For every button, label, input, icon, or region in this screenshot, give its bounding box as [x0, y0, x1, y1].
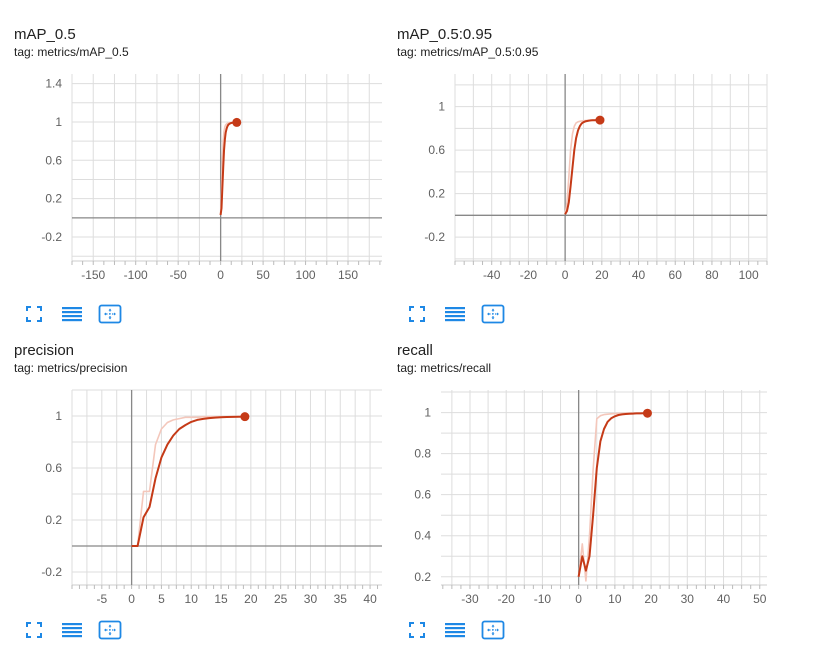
chart-card-map-0-5-0-95: mAP_0.5:0.95 tag: metrics/mAP_0.5:0.95 -… — [397, 26, 777, 326]
y-tick-label: 0.2 — [414, 570, 431, 584]
last-point-marker[interactable] — [595, 115, 605, 125]
x-tick-label: -5 — [96, 592, 107, 606]
smoothed-series-line — [131, 415, 245, 547]
chart-card-recall: recall tag: metrics/recall -30 -20 -10 0 10 2… — [397, 342, 777, 642]
y-tick-label: 0.2 — [45, 513, 62, 527]
y-tick-label: 0.6 — [428, 143, 445, 157]
chart-title: recall — [397, 342, 433, 359]
y-tick-label: -0.2 — [41, 230, 62, 244]
x-tick-label: 5 — [158, 592, 165, 606]
x-tick-label: 100 — [739, 268, 759, 282]
y-tick-label: 0.2 — [428, 187, 445, 201]
x-tick-label: 40 — [632, 268, 646, 282]
y-tick-label: -0.2 — [424, 230, 445, 244]
chart-toolbar — [22, 304, 122, 324]
grid-lines — [71, 74, 382, 261]
chart-tag: tag: metrics/precision — [14, 361, 128, 375]
x-tick-label: -40 — [483, 268, 501, 282]
y-tick-label: 1 — [438, 100, 445, 114]
fit-domain-icon[interactable] — [98, 304, 122, 324]
x-tick-label: -150 — [81, 268, 105, 282]
x-tick-label: -100 — [124, 268, 148, 282]
smoothed-series-line — [564, 119, 600, 215]
fit-domain-icon[interactable] — [481, 620, 505, 640]
raw-series-line — [564, 119, 600, 215]
y-tick-label: 0.6 — [414, 488, 431, 502]
y-tick-label: 1 — [55, 115, 62, 129]
chart-card-precision: precision tag: metrics/precision -5 0 5 10 1… — [14, 342, 394, 642]
grid-lines — [454, 74, 768, 261]
fit-domain-icon[interactable] — [98, 620, 122, 640]
x-tick-label: -50 — [169, 268, 187, 282]
y-tick-label: 1.4 — [45, 77, 62, 91]
x-tick-label: -30 — [461, 592, 479, 606]
x-tick-label: 0 — [217, 268, 224, 282]
x-tick-label: -10 — [534, 592, 552, 606]
chart-card-map-0-5: mAP_0.5 tag: metrics/mAP_0.5 -150 -100 -50… — [14, 26, 394, 326]
y-tick-label: 0.8 — [414, 447, 431, 461]
y-tick-label: -0.2 — [41, 565, 62, 579]
chart-tag: tag: metrics/recall — [397, 361, 492, 375]
fullscreen-icon[interactable] — [405, 304, 429, 324]
y-tick-label: 0.6 — [45, 153, 62, 167]
x-tick-label: 0 — [128, 592, 135, 606]
chart-plot[interactable]: -40 -20 0 20 40 60 80 100 -0.2 0.2 0.6 1 — [397, 66, 777, 296]
x-tick-label: 20 — [644, 592, 658, 606]
fullscreen-icon[interactable] — [22, 304, 46, 324]
x-tick-label: 30 — [681, 592, 695, 606]
fit-domain-icon[interactable] — [481, 304, 505, 324]
x-tick-label: 40 — [717, 592, 731, 606]
toggle-y-log-icon[interactable] — [60, 304, 84, 324]
x-tick-label: 40 — [363, 592, 377, 606]
y-tick-label: 1 — [55, 409, 62, 423]
chart-plot[interactable]: -5 0 5 10 15 20 25 30 35 40 -0.2 0.2 0.6 1 — [14, 382, 394, 612]
raw-series-line — [131, 415, 245, 547]
x-tick-label: 60 — [669, 268, 683, 282]
chart-title: precision — [14, 342, 75, 359]
y-tick-label: 1 — [424, 406, 431, 420]
toggle-y-log-icon[interactable] — [443, 304, 467, 324]
chart-toolbar — [405, 620, 505, 640]
x-tick-label: 0 — [575, 592, 582, 606]
x-tick-label: 25 — [274, 592, 288, 606]
x-tick-label: 20 — [595, 268, 609, 282]
chart-toolbar — [405, 304, 505, 324]
x-tick-label: 0 — [562, 268, 569, 282]
y-tick-label: 0.6 — [45, 461, 62, 475]
chart-tag: tag: metrics/mAP_0.5:0.95 — [397, 45, 539, 59]
x-tick-label: 50 — [256, 268, 270, 282]
grid-lines — [71, 389, 382, 585]
y-tick-label: 0.2 — [45, 192, 62, 206]
chart-title: mAP_0.5 — [14, 26, 76, 43]
smoothed-series-line — [577, 412, 648, 577]
grid-lines — [441, 390, 767, 585]
x-tick-label: 20 — [244, 592, 258, 606]
x-tick-label: 150 — [338, 268, 358, 282]
x-tick-label: 15 — [214, 592, 228, 606]
chart-tag: tag: metrics/mAP_0.5 — [14, 45, 129, 59]
x-tick-label: -20 — [520, 268, 538, 282]
x-tick-label: -20 — [498, 592, 516, 606]
fullscreen-icon[interactable] — [405, 620, 429, 640]
chart-plot[interactable]: -30 -20 -10 0 10 20 30 40 50 0.2 0.4 0.6 0.8 1 — [397, 382, 777, 612]
toggle-y-log-icon[interactable] — [60, 620, 84, 640]
x-tick-label: 100 — [296, 268, 316, 282]
x-tick-label: 35 — [334, 592, 348, 606]
y-tick-label: 0.4 — [414, 529, 431, 543]
chart-toolbar — [22, 620, 122, 640]
fullscreen-icon[interactable] — [22, 620, 46, 640]
x-tick-label: 50 — [753, 592, 767, 606]
x-tick-label: 30 — [304, 592, 318, 606]
x-tick-label: 10 — [608, 592, 622, 606]
x-tick-label: 80 — [705, 268, 719, 282]
toggle-y-log-icon[interactable] — [443, 620, 467, 640]
chart-plot[interactable]: -150 -100 -50 0 50 100 150 -0.2 0.2 0.6 1 1.4 — [14, 66, 394, 296]
last-point-marker[interactable] — [240, 412, 250, 422]
x-tick-label: 10 — [185, 592, 199, 606]
chart-title: mAP_0.5:0.95 — [397, 26, 493, 43]
last-point-marker[interactable] — [232, 117, 242, 127]
last-point-marker[interactable] — [642, 408, 652, 418]
